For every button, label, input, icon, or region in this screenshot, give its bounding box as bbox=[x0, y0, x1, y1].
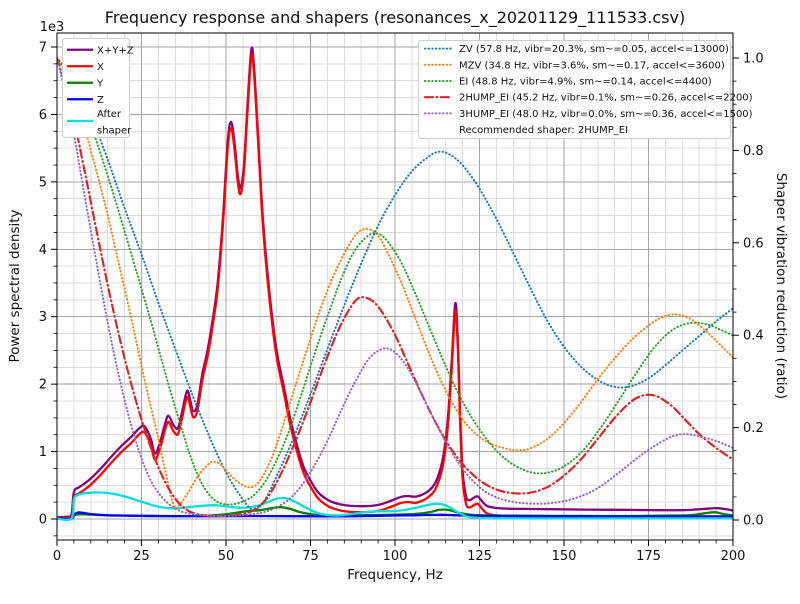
y-left-tick-label: 0 bbox=[39, 513, 47, 528]
series-mzv-line bbox=[57, 57, 733, 510]
chart-title: Frequency response and shapers (resonanc… bbox=[105, 8, 685, 28]
legend-label-after: shaper bbox=[97, 126, 132, 137]
y-right-tick-label: 1.0 bbox=[743, 52, 764, 67]
legend-box bbox=[62, 38, 130, 138]
y-right-tick-label: 0.0 bbox=[743, 514, 764, 529]
legend-label-z: Z bbox=[97, 95, 104, 106]
x-tick-label: 25 bbox=[133, 549, 150, 564]
x-axis-label: Frequency, Hz bbox=[347, 567, 443, 583]
x-tick-label: 125 bbox=[467, 549, 492, 564]
x-tick-label: 0 bbox=[53, 549, 61, 564]
shaper-reduction-curves bbox=[57, 56, 733, 518]
series-2hump-line bbox=[57, 56, 733, 518]
x-tick-label: 150 bbox=[552, 549, 577, 564]
y-right-tick-label: 0.8 bbox=[743, 144, 764, 159]
y-right-tick-label: 0.6 bbox=[743, 236, 764, 251]
legend-label-xyz: X+Y+Z bbox=[97, 45, 134, 56]
y-left-tick-label: 3 bbox=[39, 310, 47, 325]
axis-tick-labels: 0 25 50 75 100 125 150 175 200 0 1 2 3 4 5 6 7 0.0 0.2 0.4 0… bbox=[39, 41, 764, 565]
y-axis-left-label: Power spectral density bbox=[7, 209, 23, 362]
legend-box bbox=[418, 40, 731, 139]
y-axis-offset-text: 1e3 bbox=[40, 20, 65, 35]
legend-label-ei: EI (48.8 Hz, vibr=4.9%, sm~=0.14, accel<… bbox=[459, 77, 712, 88]
y-left-tick-label: 2 bbox=[39, 378, 47, 393]
y-left-tick-label: 6 bbox=[39, 108, 47, 123]
axis-ticks bbox=[51, 46, 739, 546]
y-left-tick-label: 4 bbox=[39, 243, 47, 258]
y-right-tick-label: 0.2 bbox=[743, 421, 764, 436]
legend-label-3hump: 3HUMP_EI (48.0 Hz, vibr=0.0%, sm~=0.36, … bbox=[459, 109, 753, 120]
legend-label-after: After bbox=[97, 109, 122, 120]
x-tick-label: 50 bbox=[218, 549, 235, 564]
psd-legend: X+Y+Z XYZ After shaper bbox=[62, 38, 134, 138]
legend-recommended-note: Recommended shaper: 2HUMP_EI bbox=[459, 125, 628, 136]
y-left-tick-label: 1 bbox=[39, 445, 47, 460]
series-zv-line bbox=[57, 57, 733, 512]
x-tick-label: 75 bbox=[302, 549, 319, 564]
x-tick-label: 175 bbox=[636, 549, 661, 564]
y-right-tick-label: 0.4 bbox=[743, 329, 764, 344]
shaper-legend: ZV (57.8 Hz, vibr=20.3%, sm~=0.05, accel… bbox=[418, 40, 753, 139]
series-3hump-line bbox=[57, 57, 733, 518]
x-tick-label: 200 bbox=[721, 549, 746, 564]
legend-label-2hump: 2HUMP_EI (45.2 Hz, vibr=0.1%, sm~=0.26, … bbox=[459, 93, 753, 104]
x-tick-label: 100 bbox=[383, 549, 408, 564]
series-ei-line bbox=[57, 57, 733, 506]
legend-label-mzv: MZV (34.8 Hz, vibr=3.6%, sm~=0.17, accel… bbox=[459, 60, 725, 71]
y-left-tick-label: 5 bbox=[39, 175, 47, 190]
series-z-line bbox=[57, 511, 733, 520]
y-left-tick-label: 7 bbox=[39, 41, 47, 56]
legend-label-zv: ZV (57.8 Hz, vibr=20.3%, sm~=0.05, accel… bbox=[459, 44, 729, 55]
legend-label-x: X bbox=[97, 62, 104, 73]
y-axis-right-label: Shaper vibration reduction (ratio) bbox=[773, 173, 789, 399]
legend-label-y: Y bbox=[96, 78, 104, 89]
